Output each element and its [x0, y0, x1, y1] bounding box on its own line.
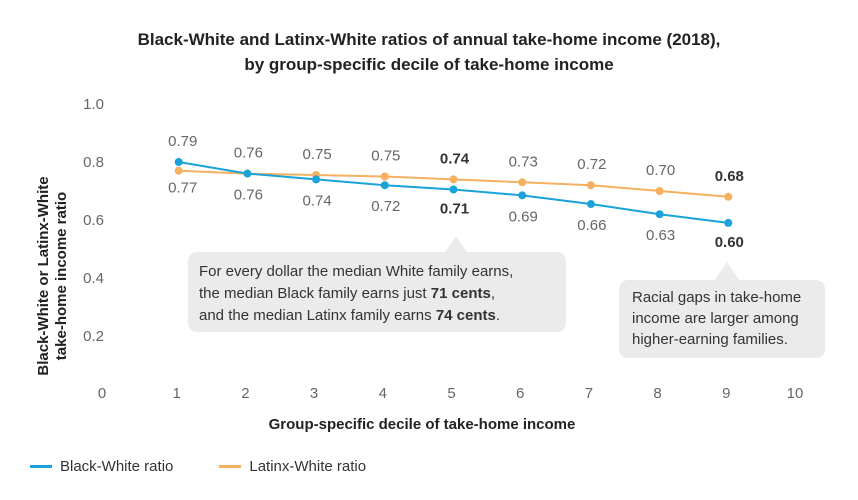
data-point-latinx-white — [586, 181, 595, 190]
x-tick-label: 0 — [98, 385, 106, 402]
data-label-black-white: 0.76 — [234, 187, 263, 204]
legend-label-black-white: Black-White ratio — [60, 458, 174, 475]
legend-item-black-white: Black-White ratio — [30, 458, 173, 475]
data-point-black-white — [243, 169, 252, 178]
data-label-latinx-white: 0.74 — [440, 150, 470, 167]
y-tick-label: 0.2 — [83, 328, 104, 345]
legend-item-latinx-white: Latinx-White ratio — [219, 458, 366, 475]
data-label-latinx-white: 0.73 — [509, 153, 538, 170]
y-tick-label: 0.6 — [83, 212, 104, 229]
data-label-black-white: 0.63 — [646, 227, 675, 244]
x-tick-label: 6 — [516, 385, 524, 402]
data-point-latinx-white — [174, 166, 183, 175]
data-label-black-white: 0.69 — [509, 208, 538, 225]
data-point-latinx-white — [380, 172, 389, 181]
y-axis-title: Black-White or Latinx-Whitetake-home inc… — [35, 176, 70, 375]
data-label-latinx-white: 0.72 — [577, 156, 606, 173]
data-label-latinx-white: 0.75 — [302, 146, 331, 163]
legend-swatch-black-white — [30, 465, 52, 468]
data-point-black-white — [174, 158, 183, 166]
data-point-latinx-white — [655, 187, 664, 195]
x-tick-label: 8 — [653, 385, 661, 402]
callout-gaps-text-line: higher-earning families. — [632, 331, 788, 348]
data-label-black-white: 0.71 — [440, 201, 469, 218]
data-label-black-white: 0.79 — [168, 133, 197, 150]
data-point-latinx-white — [449, 175, 458, 184]
callout-median-text-line: and the median Latinx family earns 74 ce… — [199, 307, 500, 324]
data-label-black-white: 0.60 — [715, 234, 744, 251]
data-label-latinx-white: 0.68 — [715, 168, 744, 185]
chart-title: Black-White and Latinx-White ratios of a… — [0, 27, 858, 77]
data-point-black-white — [518, 191, 527, 200]
data-point-black-white — [724, 218, 733, 227]
data-point-black-white — [312, 175, 321, 184]
data-label-latinx-white: 0.70 — [646, 162, 675, 179]
data-label-latinx-white: 0.77 — [168, 180, 197, 197]
data-label-black-white: 0.72 — [371, 198, 400, 215]
data-label-latinx-white: 0.76 — [234, 145, 263, 162]
data-point-black-white — [655, 210, 664, 219]
data-label-black-white: 0.74 — [302, 192, 331, 209]
callout-median-text-line: the median Black family earns just 71 ce… — [199, 285, 495, 302]
callout-gaps-text-line: Racial gaps in take-home — [632, 289, 801, 306]
callout-gaps-text-line: income are larger among — [632, 310, 799, 327]
data-point-black-white — [586, 200, 595, 209]
callout-median-text-line: For every dollar the median White family… — [199, 263, 513, 280]
data-point-latinx-white — [518, 178, 527, 187]
x-tick-label: 4 — [379, 385, 387, 402]
x-tick-label: 7 — [585, 385, 593, 402]
x-tick-label: 3 — [310, 385, 318, 402]
legend-swatch-latinx-white — [219, 465, 242, 468]
callout-box-median — [188, 236, 566, 332]
data-point-latinx-white — [724, 192, 733, 201]
y-tick-label: 0.4 — [83, 270, 104, 287]
x-tick-label: 9 — [722, 385, 730, 402]
y-tick-label: 1.0 — [83, 96, 104, 113]
y-tick-label: 0.8 — [83, 154, 104, 171]
data-label-latinx-white: 0.75 — [371, 148, 400, 165]
data-point-black-white — [380, 181, 389, 190]
legend-label-latinx-white: Latinx-White ratio — [249, 458, 367, 475]
legend: Black-White ratio Latinx-White ratio — [30, 458, 366, 475]
chart-title-line-1: Black-White and Latinx-White ratios of a… — [137, 30, 721, 49]
x-tick-label: 2 — [241, 385, 249, 402]
chart-title-line-2: by group-specific decile of take-home in… — [244, 55, 614, 74]
line-chart: 0.2 0.4 0.6 0.8 1.0 0 1 2 3 4 5 6 7 8 9 10 Group-specifi… — [35, 96, 825, 433]
callout-box-gaps — [619, 262, 825, 358]
x-tick-label: 10 — [787, 385, 804, 402]
data-point-black-white — [449, 185, 458, 194]
x-axis-title: Group-specific decile of take-home incom… — [269, 416, 576, 433]
data-label-black-white: 0.66 — [577, 217, 606, 234]
x-tick-label: 1 — [173, 385, 181, 402]
x-tick-label: 5 — [447, 385, 455, 402]
